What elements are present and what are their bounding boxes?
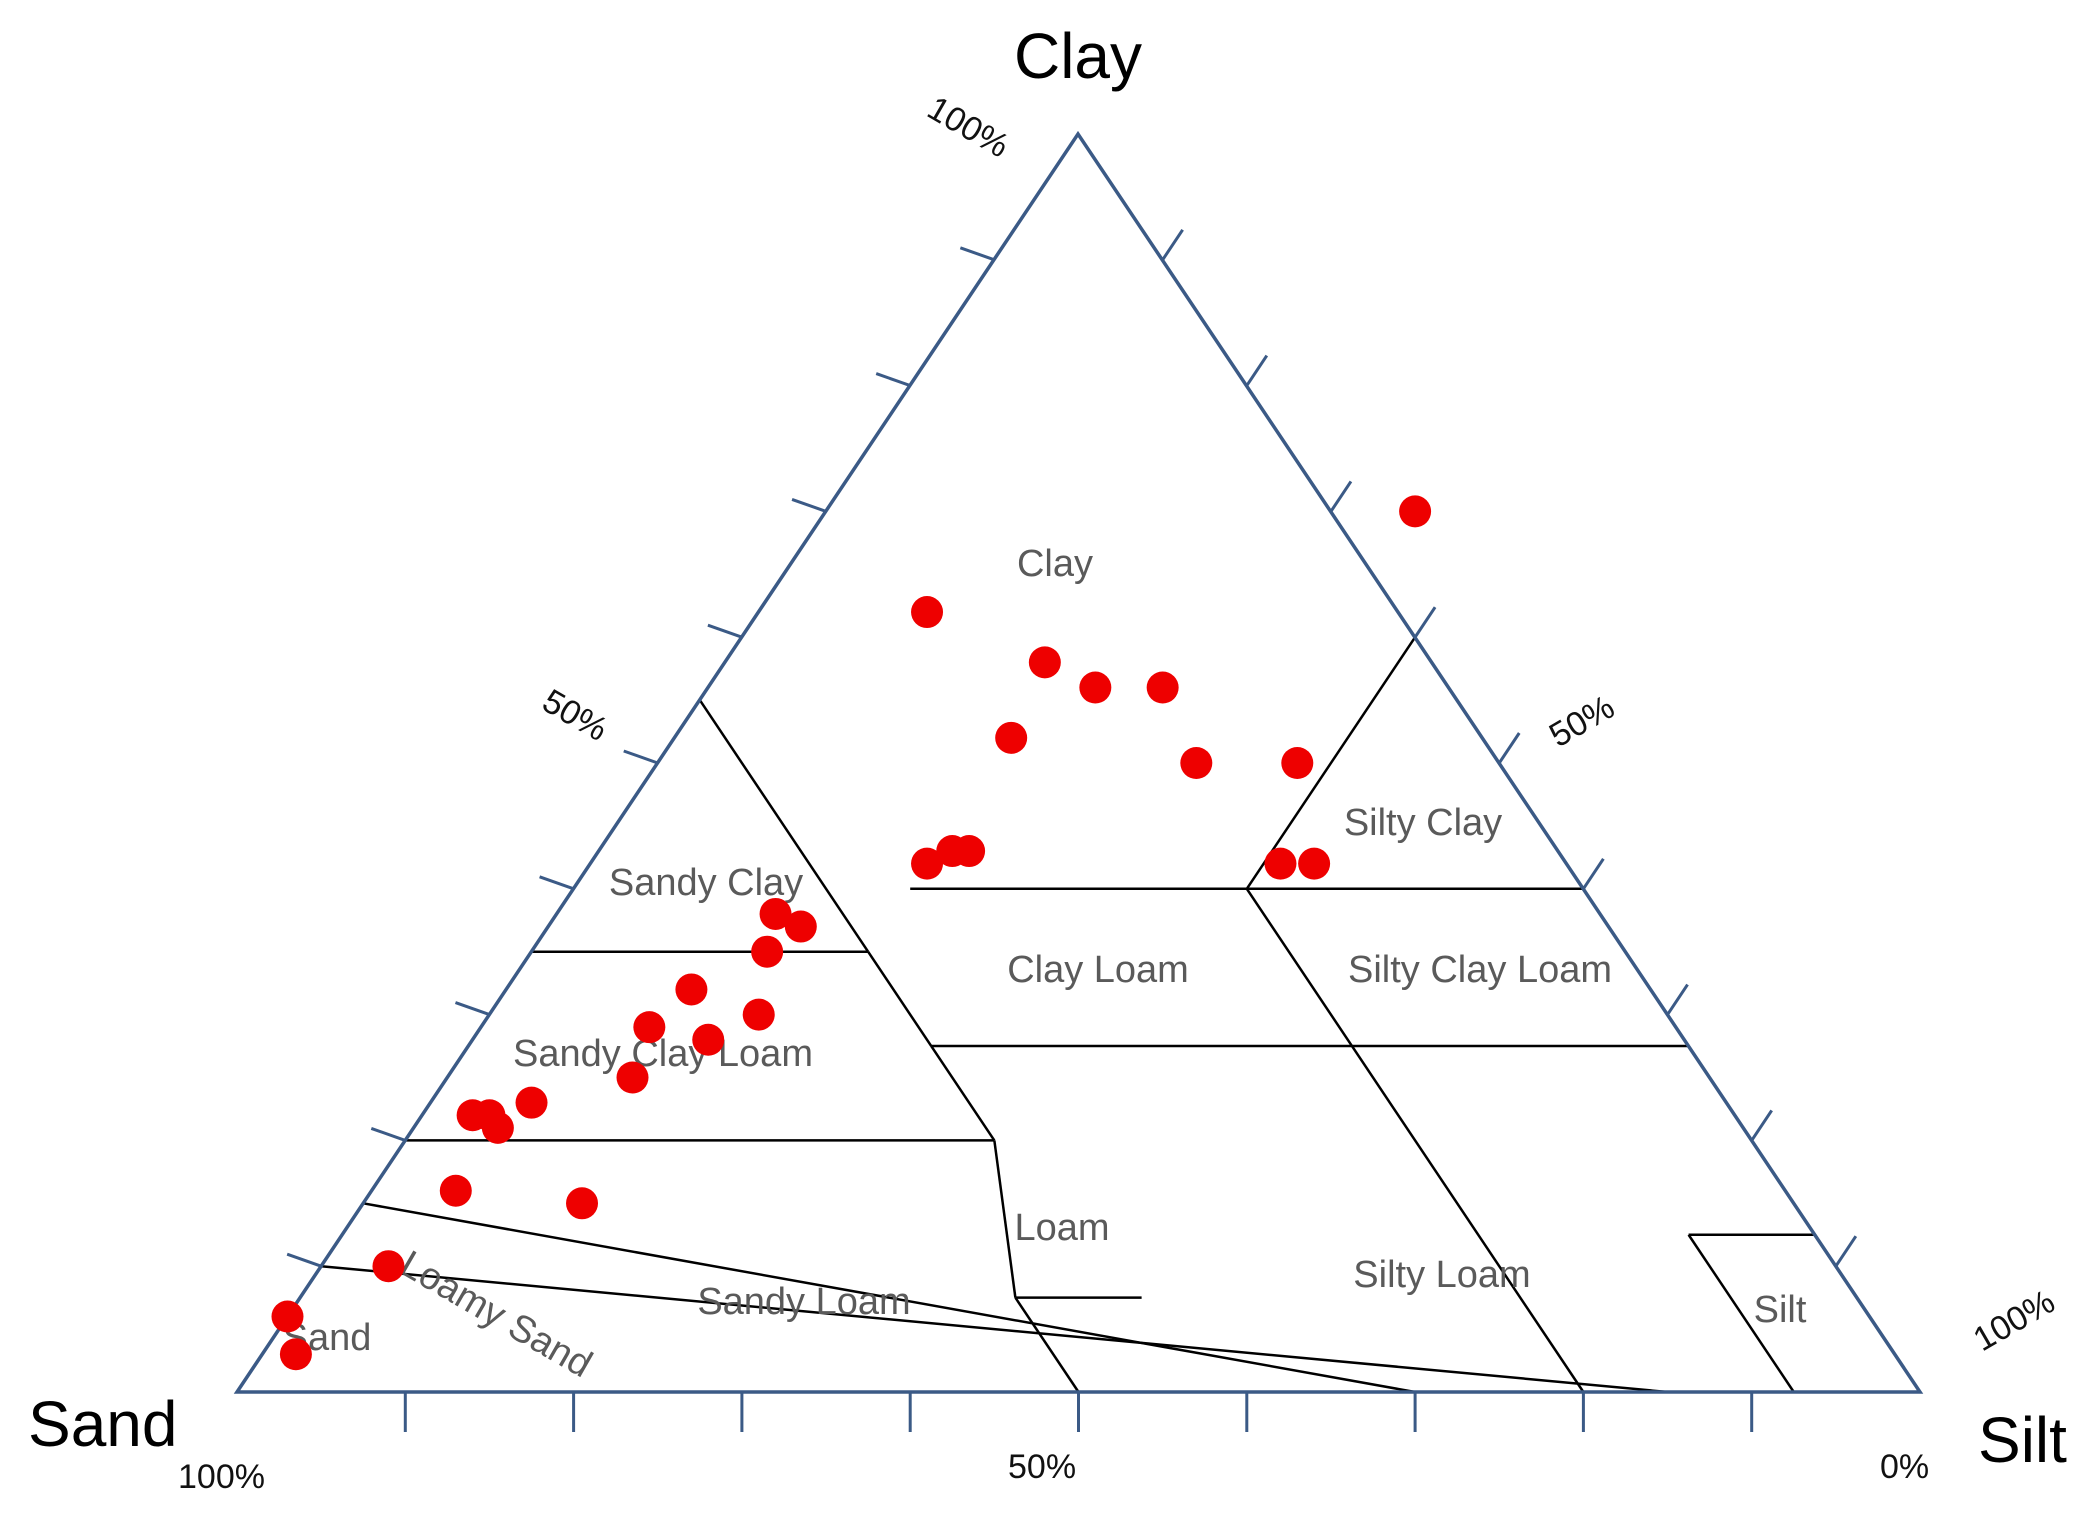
region-label-loamy-sand: Loamy Sand bbox=[393, 1243, 599, 1386]
data-point bbox=[515, 1086, 548, 1119]
left-axis-tick bbox=[875, 372, 911, 388]
triangle-outline bbox=[233, 130, 1924, 1394]
data-point bbox=[911, 847, 944, 880]
data-point bbox=[1079, 671, 1112, 704]
right-axis-tick bbox=[1161, 228, 1184, 261]
texture-boundary-line bbox=[1245, 888, 1354, 1047]
texture-boundary-line bbox=[321, 1264, 1668, 1394]
right-axis-tick bbox=[1413, 606, 1437, 639]
sand-corner-label: Sand bbox=[28, 1388, 177, 1460]
left-axis-tick bbox=[707, 623, 743, 639]
texture-boundary-line bbox=[1014, 1296, 1080, 1393]
data-point bbox=[995, 721, 1028, 754]
silt-50-percent-label: 50% bbox=[1543, 688, 1621, 755]
data-point bbox=[936, 835, 969, 868]
region-label-loam: Loam bbox=[1014, 1207, 1109, 1249]
bottom-50-percent-label: 50% bbox=[1008, 1448, 1076, 1486]
right-axis-tick bbox=[1750, 1109, 1773, 1142]
right-axis-tick bbox=[1245, 354, 1269, 387]
data-point bbox=[481, 1111, 514, 1144]
data-point bbox=[692, 1023, 725, 1056]
data-point bbox=[271, 1300, 304, 1333]
data-point bbox=[1028, 646, 1061, 679]
data-point bbox=[616, 1061, 649, 1094]
right-axis-tick bbox=[1834, 1235, 1858, 1268]
data-point bbox=[1264, 847, 1297, 880]
right-axis-tick bbox=[1329, 480, 1353, 513]
right-axis-tick bbox=[1498, 732, 1521, 764]
data-point bbox=[751, 935, 784, 968]
data-point bbox=[675, 973, 708, 1006]
axis-ticks bbox=[286, 228, 1858, 1432]
texture-boundary-line bbox=[1687, 1234, 1795, 1393]
bottom-0-percent-label: 0% bbox=[1880, 1448, 1929, 1486]
data-point bbox=[1180, 747, 1213, 779]
left-axis-tick bbox=[623, 749, 659, 765]
data-points bbox=[271, 495, 1432, 1371]
texture-boundary-line bbox=[993, 1140, 1017, 1298]
region-label-sandy-clay-loam: Sandy Clay Loam bbox=[513, 1033, 813, 1075]
data-point bbox=[742, 998, 775, 1031]
data-point bbox=[1298, 847, 1331, 880]
data-point bbox=[759, 897, 792, 930]
data-point bbox=[1146, 671, 1179, 704]
data-point bbox=[633, 1011, 666, 1044]
texture-boundary-line bbox=[698, 699, 870, 953]
region-label-sandy-loam: Sandy Loam bbox=[697, 1281, 910, 1323]
data-point bbox=[439, 1174, 472, 1207]
texture-boundary-line bbox=[1245, 636, 1417, 890]
texture-boundary-line bbox=[1350, 1045, 1585, 1393]
left-axis-tick bbox=[370, 1126, 406, 1142]
left-axis-tick bbox=[454, 1001, 490, 1017]
clay-50-percent-label: 50% bbox=[536, 682, 614, 749]
data-point bbox=[784, 910, 817, 943]
clay-100-percent-label: 100% bbox=[921, 89, 1015, 165]
region-label-sandy-clay: Sandy Clay bbox=[609, 862, 803, 904]
region-label-silty-clay-loam: Silty Clay Loam bbox=[1348, 949, 1612, 991]
bottom-100-percent-label: 100% bbox=[178, 1458, 265, 1496]
silt-100-percent-label: 100% bbox=[1967, 1283, 2061, 1359]
data-point bbox=[566, 1187, 599, 1220]
region-label-silty-loam: Silty Loam bbox=[1353, 1254, 1530, 1296]
data-point bbox=[1399, 495, 1432, 528]
data-point bbox=[911, 596, 944, 629]
data-point bbox=[372, 1250, 405, 1283]
texture-boundary-line bbox=[930, 1045, 996, 1142]
texture-region-boundaries bbox=[321, 636, 1815, 1394]
left-axis-tick bbox=[791, 497, 827, 513]
left-axis-tick bbox=[959, 246, 995, 262]
region-label-silt: Silt bbox=[1754, 1289, 1807, 1331]
left-axis-tick bbox=[539, 875, 575, 891]
region-label-silty-clay: Silty Clay bbox=[1344, 802, 1502, 844]
region-label-clay: Clay bbox=[1017, 543, 1093, 585]
right-axis-tick bbox=[1582, 857, 1605, 890]
texture-boundary-line bbox=[867, 951, 933, 1047]
clay-corner-label: Clay bbox=[1014, 20, 1142, 92]
region-label-clay-loam: Clay Loam bbox=[1007, 949, 1189, 991]
data-point bbox=[279, 1338, 312, 1371]
right-axis-tick bbox=[1666, 983, 1689, 1016]
silt-corner-label: Silt bbox=[1978, 1404, 2067, 1476]
data-point bbox=[1281, 747, 1314, 779]
texture-boundary-line bbox=[363, 1202, 1416, 1394]
left-axis-tick bbox=[286, 1252, 322, 1268]
